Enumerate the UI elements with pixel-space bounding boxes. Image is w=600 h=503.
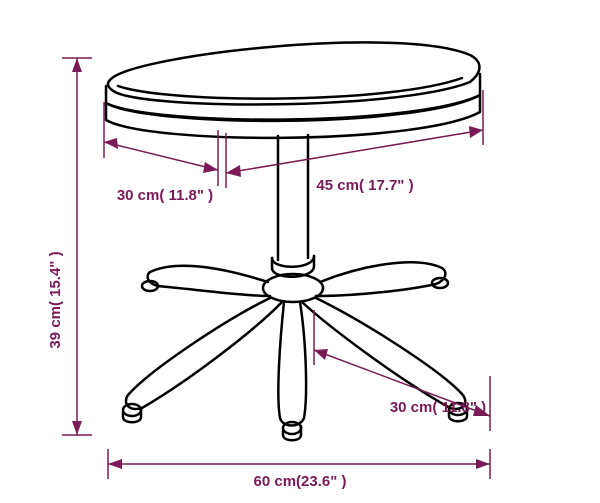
stool-outline (106, 42, 480, 440)
leg-span-label: 30 cm( 11.8" ) (390, 399, 486, 416)
seat-depth-label: 30 cm( 11.8" ) (117, 187, 213, 204)
dimension-diagram: 39 cm( 15.4" ) 30 cm( 11.8" ) 45 cm( 17.… (0, 0, 600, 503)
height-label: 39 cm( 15.4" ) (47, 251, 64, 348)
seat-width-label: 45 cm( 17.7" ) (316, 177, 413, 194)
dimension-labels: 39 cm( 15.4" ) 30 cm( 11.8" ) 45 cm( 17.… (47, 177, 486, 490)
base-width-label: 60 cm(23.6" ) (254, 473, 347, 490)
